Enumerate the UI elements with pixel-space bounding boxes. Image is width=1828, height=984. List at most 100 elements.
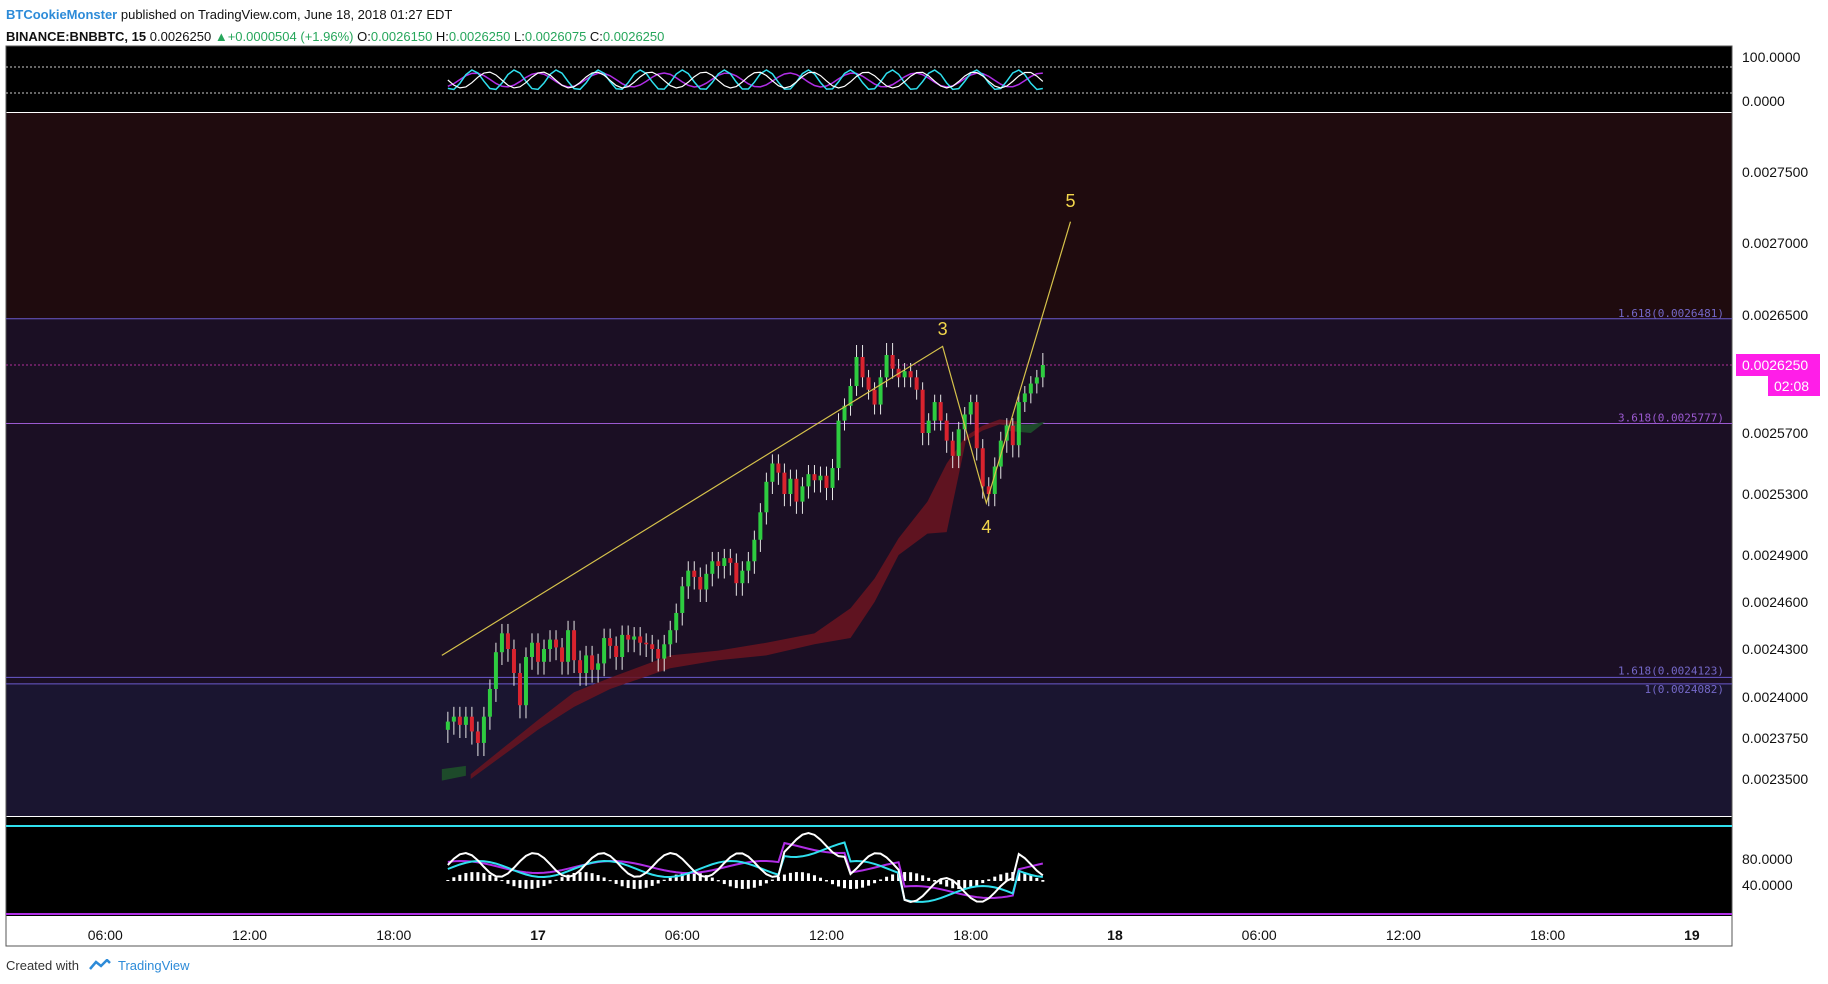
chart-header: BTCookieMonster published on TradingView… xyxy=(6,4,664,44)
osc-histogram-bar xyxy=(939,880,943,885)
osc-histogram-bar xyxy=(915,873,919,881)
candle-body xyxy=(548,639,553,649)
osc-axis-label: 40.0000 xyxy=(1742,877,1793,893)
candle-body xyxy=(764,481,769,513)
candle-body xyxy=(824,475,829,488)
osc-histogram-bar xyxy=(518,880,522,888)
osc-histogram-bar xyxy=(530,880,534,889)
osc-histogram-bar xyxy=(608,880,612,882)
candle-body xyxy=(644,642,649,645)
candle-body xyxy=(572,630,577,661)
osc-histogram-bar xyxy=(740,880,744,889)
time-axis-bg xyxy=(6,917,1732,946)
ohlc-open-label: O: xyxy=(357,29,371,44)
price-tick-label: 0.0023500 xyxy=(1742,771,1808,787)
time-tick-label: 12:00 xyxy=(232,927,267,943)
osc-histogram-bar xyxy=(975,880,979,886)
up-triangle-icon: ▲ xyxy=(214,29,228,44)
candle-body xyxy=(782,472,787,494)
candle-body xyxy=(818,475,823,481)
ohlc-high: 0.0026250 xyxy=(448,29,511,44)
osc-histogram-bar xyxy=(1005,872,1009,881)
osc-histogram-bar xyxy=(548,880,552,884)
candle-body xyxy=(866,377,871,390)
osc-histogram-bar xyxy=(806,873,810,881)
osc-histogram-bar xyxy=(849,880,853,889)
candle-body xyxy=(830,468,835,488)
price-tick-label: 0.0024000 xyxy=(1742,689,1808,705)
osc-histogram-bar xyxy=(656,880,660,884)
candle-body xyxy=(680,586,685,613)
osc-histogram-bar xyxy=(867,880,871,886)
wave-label: 5 xyxy=(1065,191,1075,211)
lower-support-zone xyxy=(6,683,1732,816)
candle-body xyxy=(794,478,799,502)
time-tick-label: 06:00 xyxy=(665,927,700,943)
osc-histogram-bar xyxy=(885,876,889,881)
wave-label: 4 xyxy=(981,517,991,537)
candle-body xyxy=(974,402,979,449)
osc-histogram-bar xyxy=(596,875,600,881)
osc-histogram-bar xyxy=(794,872,798,881)
osc-histogram-bar xyxy=(638,880,642,889)
fib-label: 1(0.0024082) xyxy=(1645,683,1724,696)
osc-histogram-bar xyxy=(855,880,859,889)
candle-body xyxy=(529,642,534,657)
candle-body xyxy=(536,642,540,662)
candle-body xyxy=(638,636,643,643)
candle-body xyxy=(487,689,492,717)
osc-histogram-bar xyxy=(1029,875,1033,881)
tradingview-link[interactable]: TradingView xyxy=(118,958,190,973)
candle-body xyxy=(956,429,961,456)
candle-body xyxy=(740,570,745,584)
osc-histogram-bar xyxy=(458,874,462,881)
fib-label: 3.618(0.0025777) xyxy=(1618,411,1724,424)
candle-body xyxy=(517,673,522,706)
stoch-d-line xyxy=(447,69,1043,91)
osc-histogram-bar xyxy=(542,880,546,887)
candle-body xyxy=(1010,425,1015,446)
candle-body xyxy=(710,561,715,574)
stoch-axis-label: 0.0000 xyxy=(1742,93,1785,109)
time-tick-label: 18 xyxy=(1107,927,1123,943)
osc-histogram-bar xyxy=(728,880,732,887)
osc-histogram-bar xyxy=(626,880,630,889)
osc-histogram-bar xyxy=(837,880,840,887)
osc-histogram-bar xyxy=(987,879,991,881)
price-tick-label: 0.0025300 xyxy=(1742,486,1808,502)
candle-body xyxy=(608,638,613,646)
candle-body xyxy=(836,420,841,469)
candle-body xyxy=(674,612,679,631)
stoch-axis-label: 100.0000 xyxy=(1742,49,1801,65)
osc-histogram-bar xyxy=(879,879,883,881)
candle-body xyxy=(590,655,595,670)
symbol-label: BINANCE:BNBBTC, 15 xyxy=(6,29,147,44)
osc-histogram-bar xyxy=(512,880,516,887)
candle-body xyxy=(469,716,474,732)
candle-body xyxy=(493,652,498,689)
candle-body xyxy=(1034,377,1039,384)
osc-histogram-bar xyxy=(812,875,816,881)
candle-body xyxy=(698,576,703,590)
candle-body xyxy=(872,389,877,405)
osc-histogram-bar xyxy=(632,880,636,889)
price-axis-bg xyxy=(1736,46,1828,946)
candle-body xyxy=(475,731,480,743)
time-tick-label: 12:00 xyxy=(1386,927,1421,943)
candle-body xyxy=(566,630,571,662)
price-tick-label: 0.0026500 xyxy=(1742,307,1808,323)
osc-histogram-bar xyxy=(969,880,973,888)
candle-body xyxy=(962,414,967,430)
osc-histogram-bar xyxy=(927,877,931,881)
candle-body xyxy=(980,448,985,487)
time-tick-label: 06:00 xyxy=(1242,927,1277,943)
author-name[interactable]: BTCookieMonster xyxy=(6,7,118,22)
countdown-label: 02:08 xyxy=(1774,378,1809,394)
osc-histogram-bar xyxy=(861,880,865,888)
candle-body xyxy=(800,486,805,502)
candle-body xyxy=(878,377,883,405)
osc-histogram-bar xyxy=(1017,872,1021,881)
candle-body xyxy=(884,355,889,378)
last-price: 0.0026250 xyxy=(149,29,212,44)
